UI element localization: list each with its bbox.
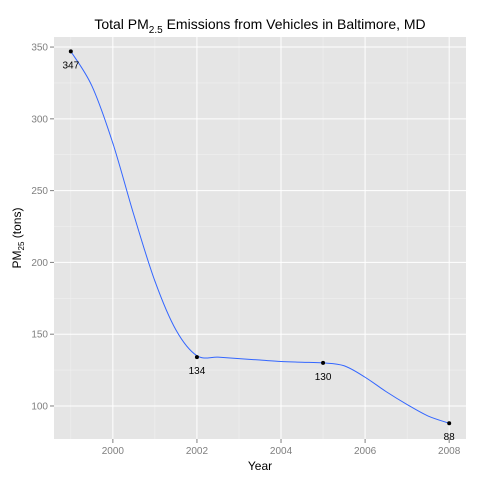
data-point (447, 421, 452, 426)
x-tick-label: 2006 (354, 446, 377, 457)
y-tick-label: 150 (31, 330, 48, 341)
data-point-label: 347 (62, 60, 79, 71)
y-axis-ticks: 100 150 200 250 300 350 (31, 43, 54, 412)
x-tick-label: 2004 (270, 446, 293, 457)
y-axis-title-suffix: (tons) (10, 208, 24, 242)
x-tick-label: 2008 (438, 446, 461, 457)
minor-gridlines (54, 37, 466, 439)
y-tick-label: 300 (31, 114, 48, 125)
y-tick-label: 350 (31, 43, 48, 54)
x-axis-title: Year (248, 459, 272, 473)
data-point (321, 360, 326, 365)
x-axis-ticks: 2000 2002 2004 2006 2008 (102, 439, 461, 457)
data-point-labels: 347 134 130 88 (62, 60, 455, 443)
y-tick-label: 200 (31, 258, 48, 269)
data-point-label: 88 (444, 432, 456, 443)
x-tick-label: 2002 (186, 446, 209, 457)
y-axis-title: PM25 (tons) (10, 208, 26, 269)
series-smooth-line (70, 51, 450, 424)
data-points (68, 49, 452, 426)
chart-title-prefix: Total PM (94, 16, 148, 32)
major-gridlines (54, 37, 466, 439)
data-point (68, 49, 73, 54)
data-point-label: 134 (189, 366, 206, 377)
chart-title-suffix: Emissions from Vehicles in Baltimore, MD (163, 16, 426, 32)
chart-title-subscript: 2.5 (149, 25, 163, 36)
data-point (194, 355, 199, 360)
y-tick-label: 250 (31, 186, 48, 197)
y-tick-label: 100 (31, 401, 48, 412)
panel-background (54, 37, 466, 439)
y-axis-title-subscript: 25 (17, 241, 26, 250)
chart-title: Total PM2.5 Emissions from Vehicles in B… (94, 16, 425, 36)
y-axis-title-prefix: PM (10, 250, 24, 268)
x-tick-label: 2000 (102, 446, 125, 457)
data-point-label: 130 (315, 372, 332, 383)
